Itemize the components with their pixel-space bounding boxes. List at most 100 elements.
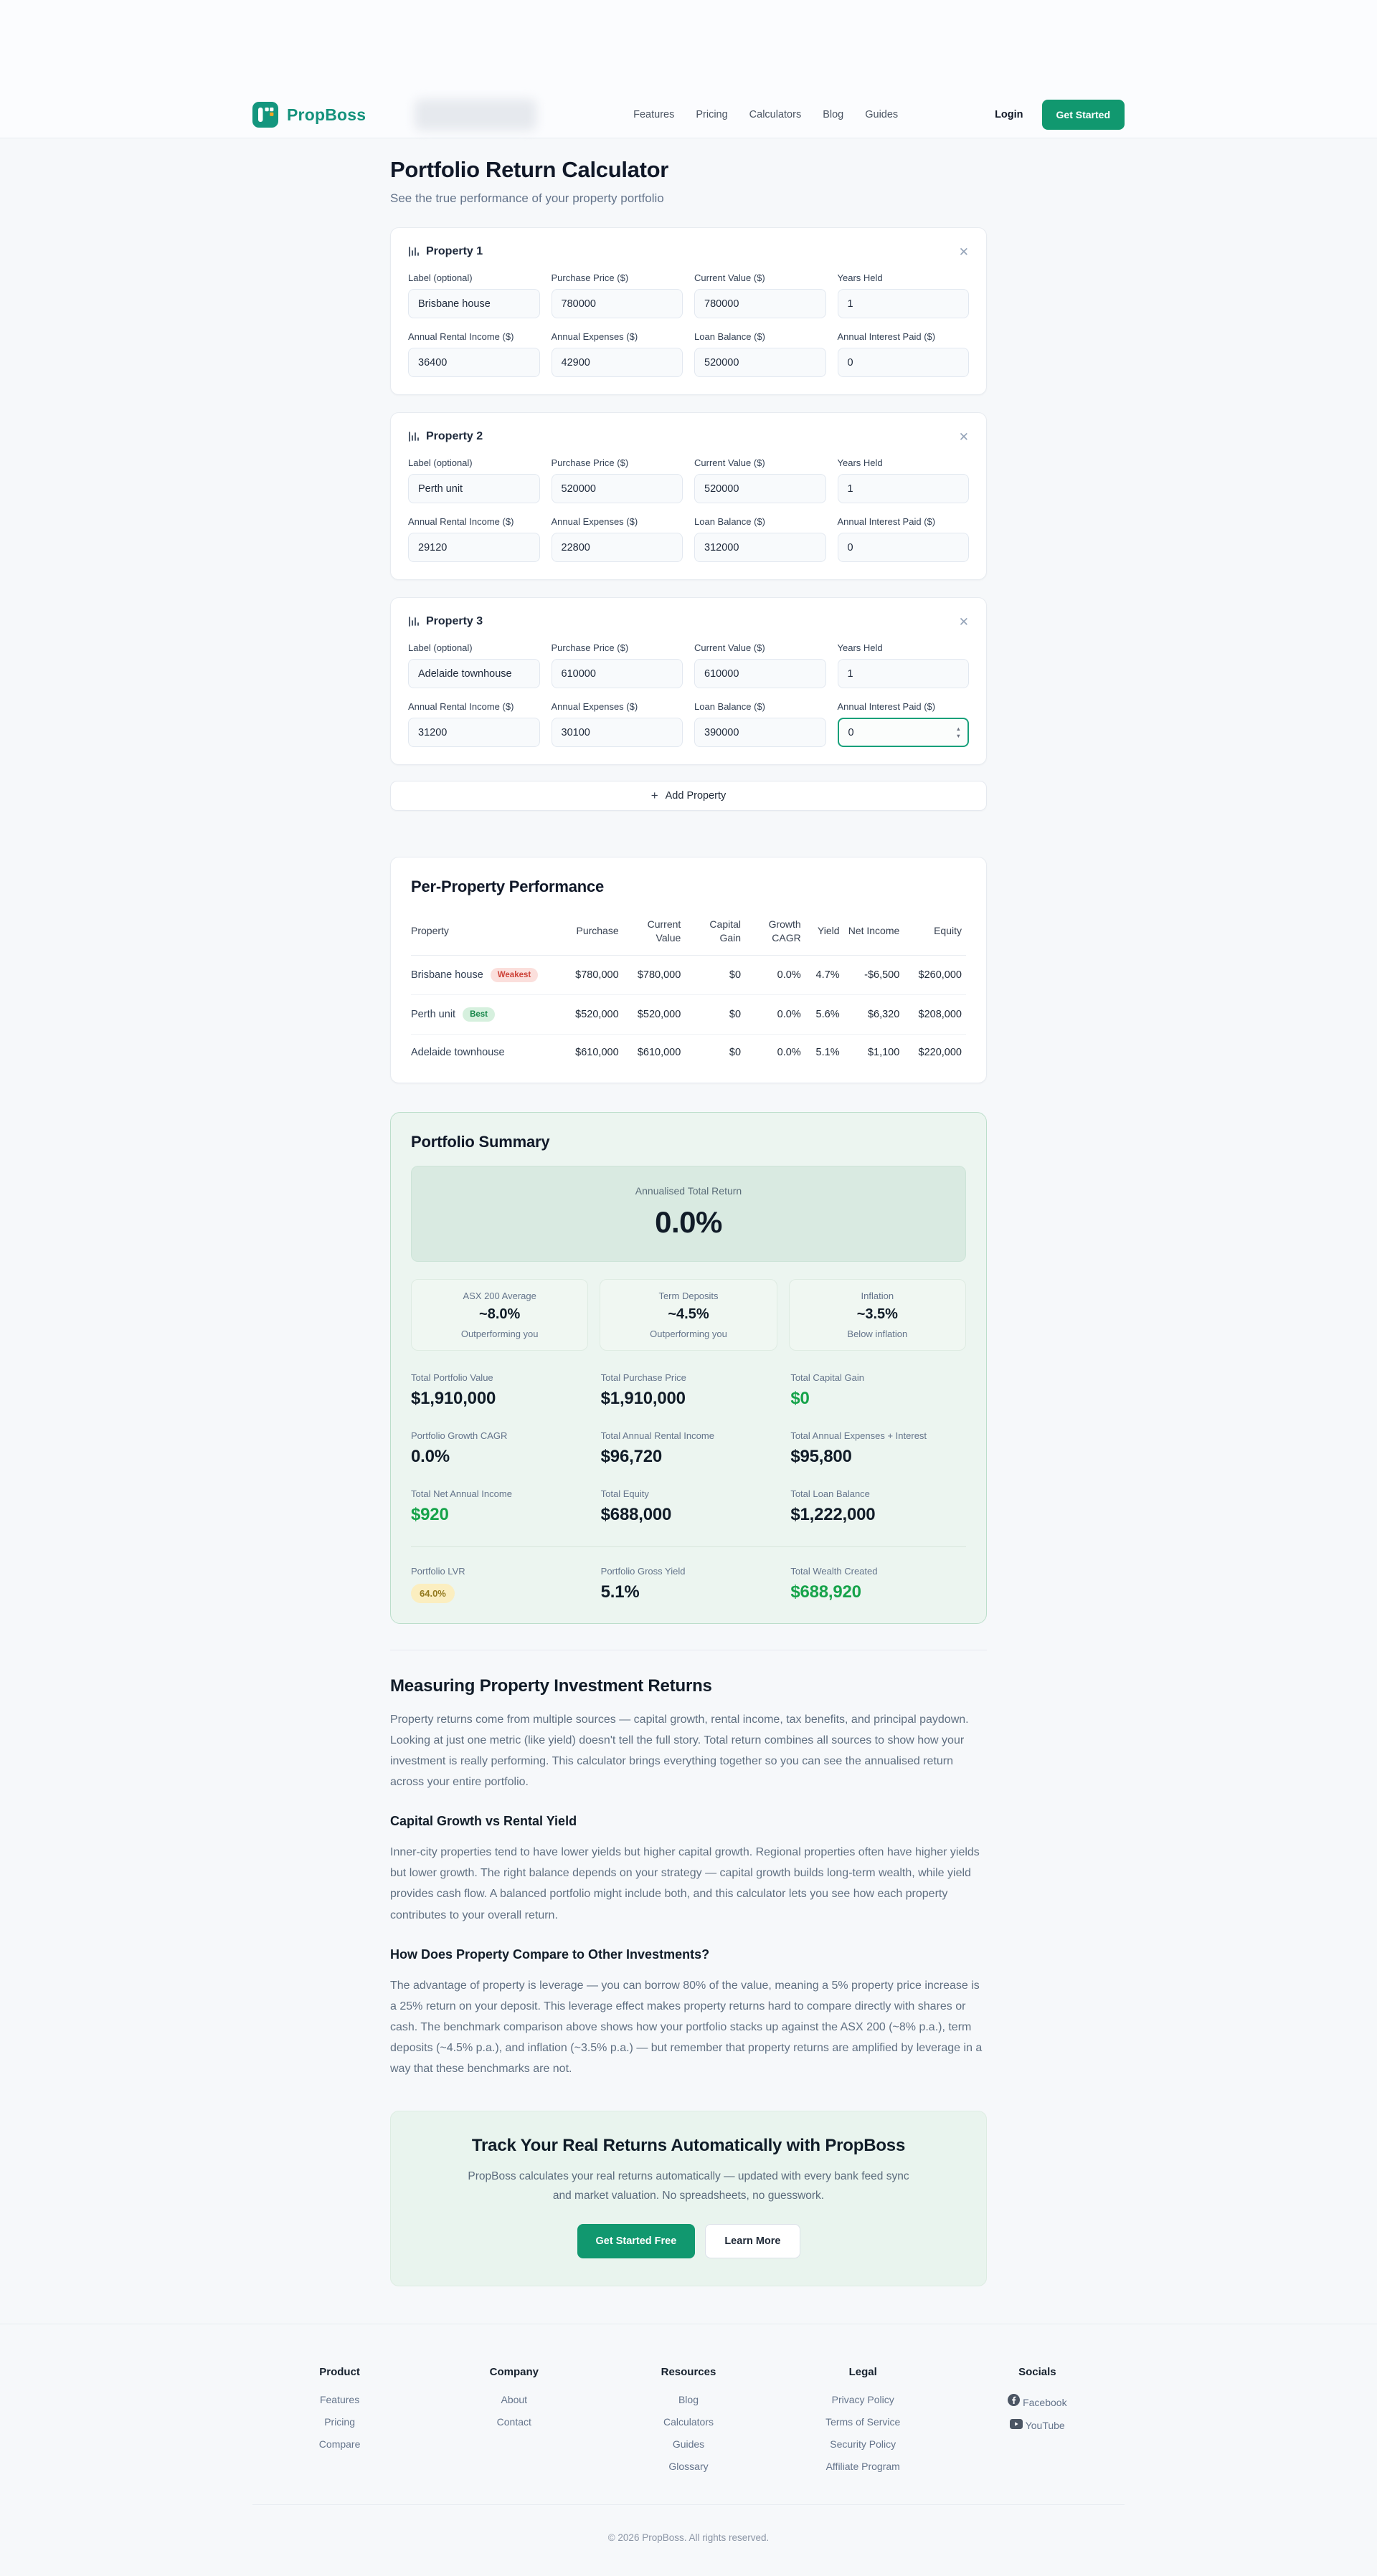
annualised-return-value: 0.0% xyxy=(655,1204,722,1239)
cell-equity: $208,000 xyxy=(904,994,966,1035)
performance-title: Per-Property Performance xyxy=(411,878,605,895)
table-row: Brisbane house Weakest $780,000 $780,000 … xyxy=(411,955,966,995)
footer-link-security-policy[interactable]: Security Policy xyxy=(830,2438,896,2450)
purchase-price-input[interactable] xyxy=(551,474,683,503)
annualised-return-label: Annualised Total Return xyxy=(635,1184,742,1197)
property-name: Perth unit xyxy=(411,1008,456,1020)
cell-purchase: $780,000 xyxy=(560,955,623,995)
col-header-current-value: Current Value xyxy=(623,912,686,956)
footer-column-title: Legal xyxy=(848,2365,877,2378)
cell-net-income: $1,100 xyxy=(867,1046,900,1058)
cell-growth-cagr: 0.0% xyxy=(777,1046,801,1058)
rental-income-input[interactable] xyxy=(408,533,540,562)
label-input[interactable] xyxy=(408,289,540,318)
years-held-input[interactable] xyxy=(837,289,969,318)
field-label: Label (optional) xyxy=(408,272,473,283)
login-link[interactable]: Login xyxy=(995,109,1023,120)
field-label: Years Held xyxy=(837,642,883,653)
benchmark-note: Outperforming you xyxy=(650,1328,727,1339)
stat-total-loan-balance: Total Loan Balance $1,222,000 xyxy=(790,1488,876,1524)
loan-balance-input[interactable] xyxy=(694,348,826,377)
property-card-1: Property 1 + ✕ Label (optional) Purchase… xyxy=(390,227,987,395)
label-input[interactable] xyxy=(408,659,540,688)
portfolio-summary-card: Portfolio Summary Annualised Total Retur… xyxy=(390,1111,987,1624)
nav-link-blog[interactable]: Blog xyxy=(823,109,844,120)
stat-total-portfolio-value: Total Portfolio Value $1,910,000 xyxy=(411,1372,496,1408)
footer-link-guides[interactable]: Guides xyxy=(672,2438,705,2450)
remove-property-button[interactable]: ✕ xyxy=(958,614,969,629)
learn-more-button[interactable]: Learn More xyxy=(705,2223,800,2258)
footer-link-glossary[interactable]: Glossary xyxy=(668,2460,709,2472)
field-label: Years Held xyxy=(837,457,883,468)
annual-expenses-input[interactable] xyxy=(551,348,683,377)
annual-expenses-input[interactable] xyxy=(551,718,683,747)
nav-link-features[interactable]: Features xyxy=(633,109,675,120)
loan-balance-input[interactable] xyxy=(694,533,826,562)
interest-paid-input-focused[interactable] xyxy=(837,718,969,747)
annual-expenses-input[interactable] xyxy=(551,533,683,562)
cell-growth-cagr: 0.0% xyxy=(745,955,805,995)
current-value-input[interactable] xyxy=(694,659,826,688)
rental-income-input[interactable] xyxy=(408,348,540,377)
stat-total-annual-expenses: Total Annual Expenses + Interest $95,800 xyxy=(790,1430,927,1466)
youtube-link[interactable]: YouTube xyxy=(950,2418,1125,2431)
cta-body: PropBoss calculates your real returns au… xyxy=(468,2170,909,2202)
brand-logo[interactable]: PropBoss xyxy=(252,102,366,128)
footer-link-compare[interactable]: Compare xyxy=(318,2438,361,2450)
footer-link-pricing[interactable]: Pricing xyxy=(324,2415,355,2428)
cell-yield: 5.6% xyxy=(805,994,844,1035)
main-content: Portfolio Return Calculator See the true… xyxy=(390,138,987,2286)
stat-total-purchase-price: Total Purchase Price $1,910,000 xyxy=(600,1372,686,1408)
performance-panel: Per-Property Performance Property Purcha… xyxy=(390,857,987,1083)
footer-link-affiliate-program[interactable]: Affiliate Program xyxy=(825,2460,900,2472)
facebook-link[interactable]: Facebook xyxy=(950,2393,1125,2408)
current-value-input[interactable] xyxy=(694,474,826,503)
summary-divider xyxy=(411,1546,966,1547)
remove-property-button[interactable]: ✕ xyxy=(958,429,969,444)
footer-link-calculators[interactable]: Calculators xyxy=(663,2415,714,2428)
stat-portfolio-lvr: Portfolio LVR 64.0% xyxy=(411,1566,587,1603)
nav-link-guides[interactable]: Guides xyxy=(865,109,899,120)
footer-link-features[interactable]: Features xyxy=(319,2393,360,2405)
youtube-icon xyxy=(1010,2418,1023,2429)
stat-portfolio-growth-cagr: Portfolio Growth CAGR 0.0% xyxy=(411,1430,508,1466)
interest-paid-input[interactable] xyxy=(837,348,969,377)
rental-income-input[interactable] xyxy=(408,718,540,747)
footer-link-contact[interactable]: Contact xyxy=(496,2415,531,2428)
footer-column-resources: Resources Blog Calculators Guides Glossa… xyxy=(601,2366,775,2483)
label-input[interactable] xyxy=(408,474,540,503)
footer-link-terms-of-service[interactable]: Terms of Service xyxy=(825,2415,901,2428)
interest-paid-input[interactable] xyxy=(837,533,969,562)
nav-link-calculators[interactable]: Calculators xyxy=(749,109,802,120)
stepper-down-icon[interactable]: ▼ xyxy=(955,733,961,739)
stepper-up-icon[interactable]: ▲ xyxy=(955,725,961,732)
benchmark-label: ASX 200 Average xyxy=(463,1290,536,1301)
add-property-button[interactable]: + Add Property xyxy=(390,781,987,811)
nav-link-pricing[interactable]: Pricing xyxy=(696,109,728,120)
cell-equity: $260,000 xyxy=(904,955,966,995)
benchmark-label: Term Deposits xyxy=(658,1290,719,1301)
plus-icon: + xyxy=(650,789,658,802)
property-name: Adelaide townhouse xyxy=(411,1046,505,1058)
years-held-input[interactable] xyxy=(837,474,969,503)
get-started-button[interactable]: Get Started xyxy=(1041,100,1125,130)
purchase-price-input[interactable] xyxy=(551,289,683,318)
property-title: Property 2 xyxy=(426,430,483,442)
social-label: YouTube xyxy=(1025,2419,1065,2431)
property-title: Property 3 xyxy=(426,615,483,627)
get-started-free-button[interactable]: Get Started Free xyxy=(577,2223,696,2258)
footer-link-about[interactable]: About xyxy=(501,2393,528,2405)
footer-link-privacy-policy[interactable]: Privacy Policy xyxy=(831,2393,894,2405)
cell-capital-gain: $0 xyxy=(729,1046,742,1058)
years-held-input[interactable] xyxy=(837,659,969,688)
benchmark-note: Below inflation xyxy=(847,1328,908,1339)
field-label: Annual Expenses ($) xyxy=(551,701,638,712)
remove-property-button[interactable]: ✕ xyxy=(958,244,969,259)
number-stepper[interactable]: ▲ ▼ xyxy=(956,726,961,739)
benchmark-inflation: Inflation ~3.5% Below inflation xyxy=(788,1278,966,1351)
purchase-price-input[interactable] xyxy=(551,659,683,688)
current-value-input[interactable] xyxy=(694,289,826,318)
footer-link-blog[interactable]: Blog xyxy=(678,2393,699,2405)
col-header-property: Property xyxy=(411,912,561,956)
loan-balance-input[interactable] xyxy=(694,718,826,747)
